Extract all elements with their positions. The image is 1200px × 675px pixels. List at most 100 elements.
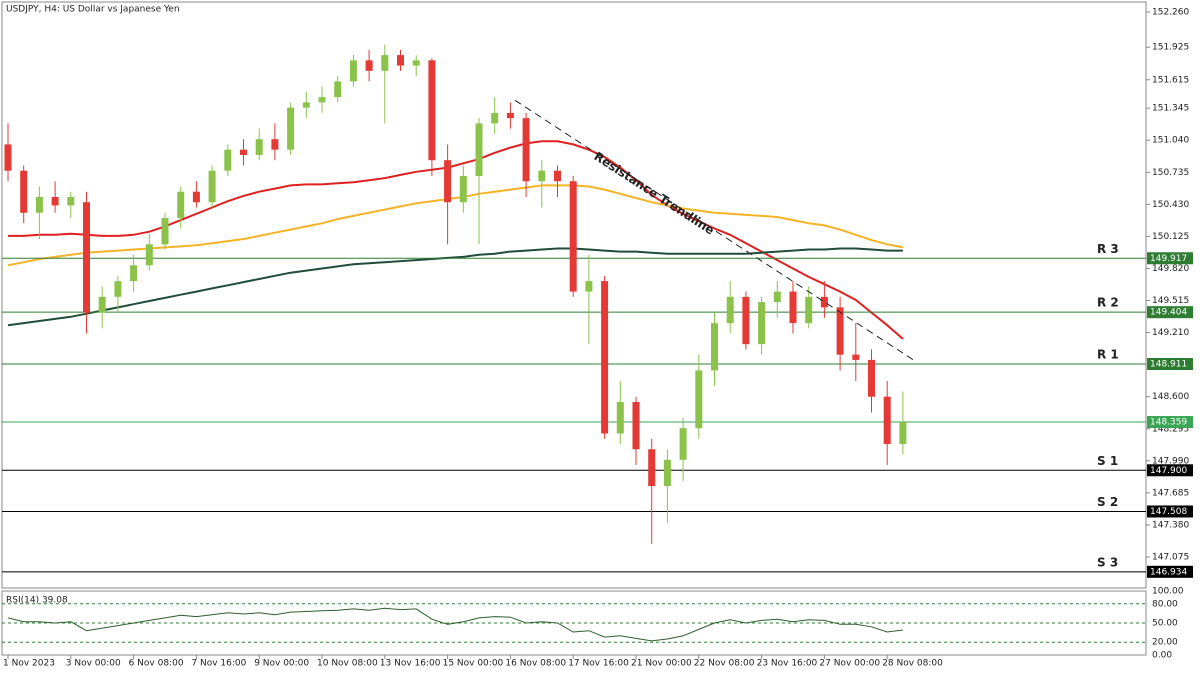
y-tick-label: 150.735: [1152, 168, 1189, 178]
y-tick-label: 149.820: [1152, 264, 1189, 274]
y-tick-label: 148.295: [1152, 424, 1189, 434]
x-tick-label: 9 Nov 00:00: [254, 659, 309, 669]
x-tick-label: 28 Nov 08:00: [882, 659, 943, 669]
y-tick-label: 151.345: [1152, 104, 1189, 114]
candle-body: [255, 139, 263, 155]
level-name: S 2: [1097, 495, 1118, 509]
candle-body: [161, 218, 169, 245]
price-box: [1147, 252, 1193, 265]
candle-body: [224, 149, 232, 171]
candle-body: [475, 123, 483, 176]
moving-average: [7, 247, 903, 327]
x-tick-label: 10 Nov 08:00: [317, 659, 378, 669]
x-tick-label: 27 Nov 00:00: [819, 659, 880, 669]
trendline: [514, 99, 916, 362]
price-box: [1147, 358, 1193, 371]
candle-body: [679, 428, 687, 460]
candle-body: [601, 281, 609, 434]
price-box: [1147, 306, 1193, 319]
level-name: S 1: [1097, 454, 1118, 468]
candle-body: [177, 191, 185, 219]
candle-body: [302, 102, 310, 108]
candle-body: [522, 118, 530, 182]
rsi-tick-label: 20.00: [1152, 638, 1178, 648]
price-box-label: 149.917: [1150, 254, 1187, 264]
candle-body: [98, 296, 106, 313]
candle-body: [208, 170, 216, 203]
candle-body: [381, 55, 389, 71]
y-tick-label: 151.615: [1152, 75, 1189, 85]
trendline-label: Resistance Trendline: [591, 149, 716, 237]
candle-body: [35, 196, 43, 213]
candle-body: [805, 296, 813, 324]
rsi-tick-label: 100.00: [1152, 587, 1184, 597]
y-tick-label: 149.210: [1152, 328, 1189, 338]
candle-body: [820, 296, 828, 308]
candle-body: [711, 323, 718, 371]
y-tick-label: 147.075: [1152, 552, 1189, 562]
candle-body: [773, 291, 781, 303]
candle-body: [271, 139, 279, 150]
candle-body: [412, 60, 420, 66]
x-tick-label: 1 Nov 2023: [3, 659, 55, 669]
candle-body: [145, 244, 153, 266]
candle-body: [789, 291, 797, 324]
candle-body: [51, 196, 59, 206]
candle-body: [648, 449, 656, 487]
price-box-label: 148.359: [1150, 418, 1187, 428]
price-box: [1147, 565, 1193, 578]
candle-body: [318, 97, 326, 103]
candle-body: [459, 175, 467, 203]
x-tick-label: 17 Nov 16:00: [568, 659, 629, 669]
candle-body: [444, 160, 452, 203]
candle-body: [397, 55, 404, 66]
candle-body: [758, 302, 766, 345]
x-tick-label: 16 Nov 08:00: [505, 659, 566, 669]
y-tick-label: 150.430: [1152, 200, 1189, 210]
candle-body: [883, 396, 891, 444]
candle-body: [663, 459, 671, 487]
candle-body: [632, 401, 640, 450]
x-tick-label: 7 Nov 16:00: [191, 659, 246, 669]
candle-body: [428, 60, 436, 161]
y-tick-label: 151.925: [1152, 43, 1189, 53]
candle-body: [130, 265, 138, 282]
y-tick-label: 149.515: [1152, 296, 1189, 306]
candle-body: [114, 281, 122, 297]
y-tick-label: 150.125: [1152, 232, 1189, 242]
x-tick-label: 3 Nov 00:00: [66, 659, 121, 669]
candle-body: [742, 296, 750, 345]
candle-body: [538, 170, 546, 182]
rsi-title: RSI(14) 39.08: [6, 596, 68, 606]
candle-body: [83, 202, 90, 313]
rsi-tick-label: 50.00: [1152, 619, 1178, 629]
x-tick-label: 21 Nov 00:00: [631, 659, 692, 669]
x-tick-label: 15 Nov 00:00: [443, 659, 504, 669]
price-box: [1147, 464, 1193, 477]
price-box-label: 146.934: [1150, 567, 1187, 577]
rsi-tick-label: 80.00: [1152, 599, 1178, 609]
candle-body: [491, 112, 499, 124]
y-tick-label: 147.990: [1152, 456, 1189, 466]
y-tick-label: 151.040: [1152, 136, 1189, 146]
rsi-tick-label: 0.00: [1152, 651, 1172, 661]
y-tick-label: 148.600: [1152, 392, 1189, 402]
price-box: [1147, 505, 1193, 518]
price-box-label: 147.508: [1150, 507, 1187, 517]
candle-body: [349, 60, 357, 82]
candle-body: [365, 60, 373, 71]
candle-body: [287, 107, 295, 150]
candle-body: [899, 422, 907, 444]
candle-body: [192, 191, 200, 203]
candle-body: [67, 196, 75, 206]
moving-average: [7, 184, 904, 267]
candle-body: [240, 149, 247, 155]
candle-body: [20, 170, 28, 213]
candle-body: [836, 307, 844, 355]
main-frame: [1, 1, 1147, 589]
candle-body: [4, 144, 12, 171]
x-tick-label: 22 Nov 08:00: [694, 659, 755, 669]
rsi-line: [7, 607, 903, 642]
